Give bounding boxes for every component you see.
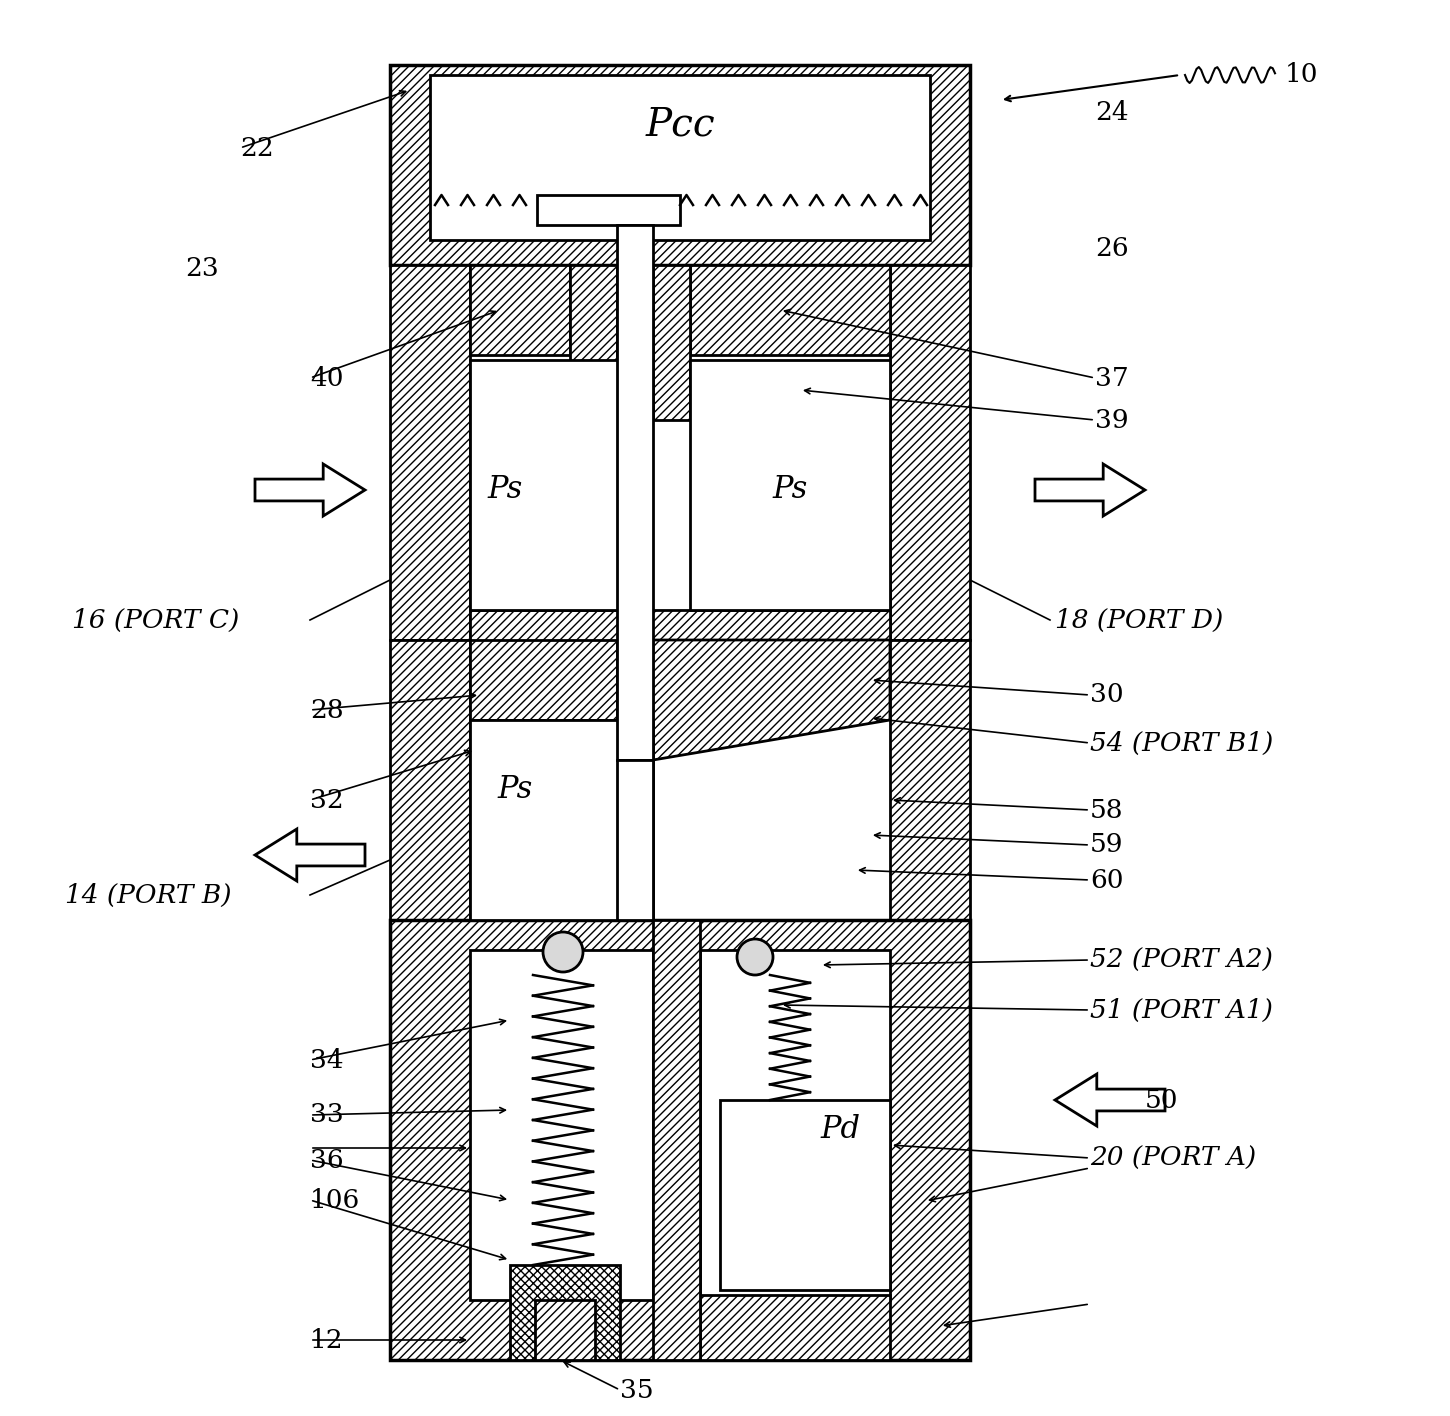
Text: Ps: Ps [487, 474, 522, 506]
Bar [535, 1300, 594, 1359]
Text: 23: 23 [186, 255, 219, 280]
Text: 39: 39 [1095, 408, 1128, 432]
Text: 30: 30 [1090, 683, 1124, 708]
Text: 36: 36 [310, 1147, 344, 1172]
Text: 60: 60 [1090, 868, 1124, 892]
Text: 59: 59 [1090, 833, 1124, 858]
Bar [690, 360, 890, 610]
Bar [890, 640, 970, 920]
Bar [618, 225, 652, 760]
Bar [390, 920, 970, 1359]
Text: 33: 33 [310, 1103, 344, 1127]
Bar [652, 265, 690, 421]
Bar [536, 195, 680, 225]
Polygon shape [255, 464, 365, 515]
Bar [470, 360, 621, 610]
Bar [470, 265, 570, 355]
Text: 18 (PORT D): 18 (PORT D) [1056, 607, 1224, 633]
Text: 32: 32 [310, 787, 344, 813]
Circle shape [542, 932, 583, 971]
Text: 37: 37 [1095, 365, 1128, 391]
Bar [570, 265, 618, 421]
Bar [890, 265, 970, 640]
Text: Ps: Ps [497, 775, 532, 806]
Text: 24: 24 [1095, 99, 1128, 125]
Text: Pcc: Pcc [645, 106, 715, 143]
Text: Ps: Ps [773, 474, 808, 506]
Bar [618, 760, 652, 920]
Text: 40: 40 [310, 365, 344, 391]
Text: 34: 34 [310, 1048, 344, 1072]
Polygon shape [255, 828, 365, 881]
Text: 58: 58 [1090, 797, 1124, 823]
Text: 16 (PORT C): 16 (PORT C) [72, 607, 239, 633]
Bar [470, 719, 652, 920]
Text: 28: 28 [310, 698, 344, 722]
Text: 106: 106 [310, 1188, 360, 1212]
Bar [652, 920, 700, 1359]
Bar [470, 950, 652, 1300]
Polygon shape [1035, 464, 1146, 515]
Bar [390, 65, 970, 265]
Text: 54 (PORT B1): 54 (PORT B1) [1090, 731, 1273, 756]
Text: 26: 26 [1095, 235, 1128, 261]
Polygon shape [652, 640, 890, 760]
Bar [470, 610, 890, 660]
Text: 20 (PORT A): 20 (PORT A) [1090, 1146, 1256, 1171]
Bar [470, 640, 618, 719]
Text: 22: 22 [241, 136, 274, 160]
Text: 10: 10 [1285, 62, 1318, 88]
Text: 14 (PORT B): 14 (PORT B) [65, 882, 232, 908]
Bar [390, 265, 470, 640]
Bar [390, 640, 470, 920]
Text: 52 (PORT A2): 52 (PORT A2) [1090, 947, 1273, 973]
Bar [721, 1100, 890, 1290]
Polygon shape [1056, 1073, 1164, 1126]
Bar [510, 1264, 621, 1359]
Text: Pd: Pd [821, 1114, 860, 1146]
Circle shape [737, 939, 773, 976]
Bar [431, 75, 929, 239]
Text: 12: 12 [310, 1328, 344, 1352]
Text: 35: 35 [621, 1378, 654, 1402]
Bar [700, 1296, 890, 1359]
Bar [700, 950, 890, 1300]
Circle shape [737, 939, 773, 976]
Circle shape [542, 932, 583, 971]
Text: 50: 50 [1146, 1087, 1179, 1113]
Bar [690, 265, 890, 355]
Text: 51 (PORT A1): 51 (PORT A1) [1090, 997, 1273, 1022]
